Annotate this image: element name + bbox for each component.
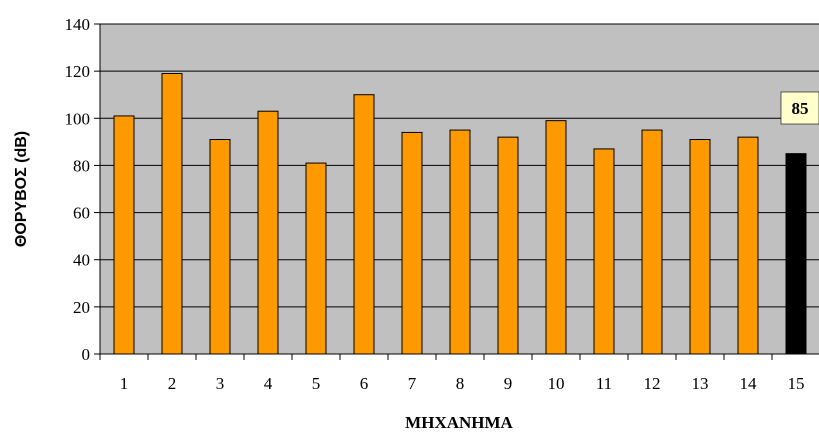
bar-15 xyxy=(785,153,807,355)
x-tick-label: 10 xyxy=(548,374,565,393)
y-tick-label: 140 xyxy=(65,15,91,34)
bar-12 xyxy=(641,129,663,355)
y-axis-title: ΘΟΡΥΒΟΣ (dB) xyxy=(13,131,30,247)
x-tick-label: 7 xyxy=(408,374,417,393)
x-tick-label: 15 xyxy=(788,374,805,393)
bar-4 xyxy=(257,110,279,355)
bar-11 xyxy=(593,148,615,355)
x-axis-title: ΜΗΧΑΝΗΜΑ xyxy=(405,413,513,432)
x-tick-label: 9 xyxy=(504,374,513,393)
annotation-box xyxy=(780,91,819,125)
x-tick-label: 8 xyxy=(456,374,465,393)
y-tick-label: 0 xyxy=(82,345,91,364)
y-tick-label: 80 xyxy=(73,156,90,175)
bar-3 xyxy=(209,139,231,355)
bar-2 xyxy=(161,73,183,355)
y-tick-label: 100 xyxy=(65,109,91,128)
x-tick-label: 2 xyxy=(168,374,177,393)
value-annotation: 85 xyxy=(780,91,819,125)
x-tick-label: 13 xyxy=(692,374,709,393)
bar-6 xyxy=(353,94,375,355)
y-tick-label: 40 xyxy=(73,251,90,270)
y-tick-label: 60 xyxy=(73,204,90,223)
y-tick-label: 20 xyxy=(73,298,90,317)
bar-14 xyxy=(737,136,759,355)
x-tick-label: 3 xyxy=(216,374,225,393)
x-tick-label: 14 xyxy=(740,374,758,393)
bar-13 xyxy=(689,139,711,355)
bar-10 xyxy=(545,120,567,355)
annotation-label: 85 xyxy=(792,99,809,118)
x-tick-label: 4 xyxy=(264,374,273,393)
bar-1 xyxy=(113,115,135,355)
bar-7 xyxy=(401,131,423,355)
bar-9 xyxy=(497,136,519,355)
bar-5 xyxy=(305,162,327,355)
y-tick-label: 120 xyxy=(65,62,91,81)
x-axis-ticks: 1 2 3 4 5 6 7 8 9 10 11 12 13 14 15 xyxy=(99,354,805,393)
bars xyxy=(113,73,807,355)
x-tick-label: 6 xyxy=(360,374,369,393)
y-axis-ticks: 0 20 40 60 80 100 120 140 xyxy=(65,15,100,364)
x-tick-label: 11 xyxy=(596,374,612,393)
x-tick-label: 12 xyxy=(644,374,661,393)
x-tick-label: 5 xyxy=(312,374,321,393)
x-tick-label: 1 xyxy=(120,374,129,393)
bar-8 xyxy=(449,129,471,355)
